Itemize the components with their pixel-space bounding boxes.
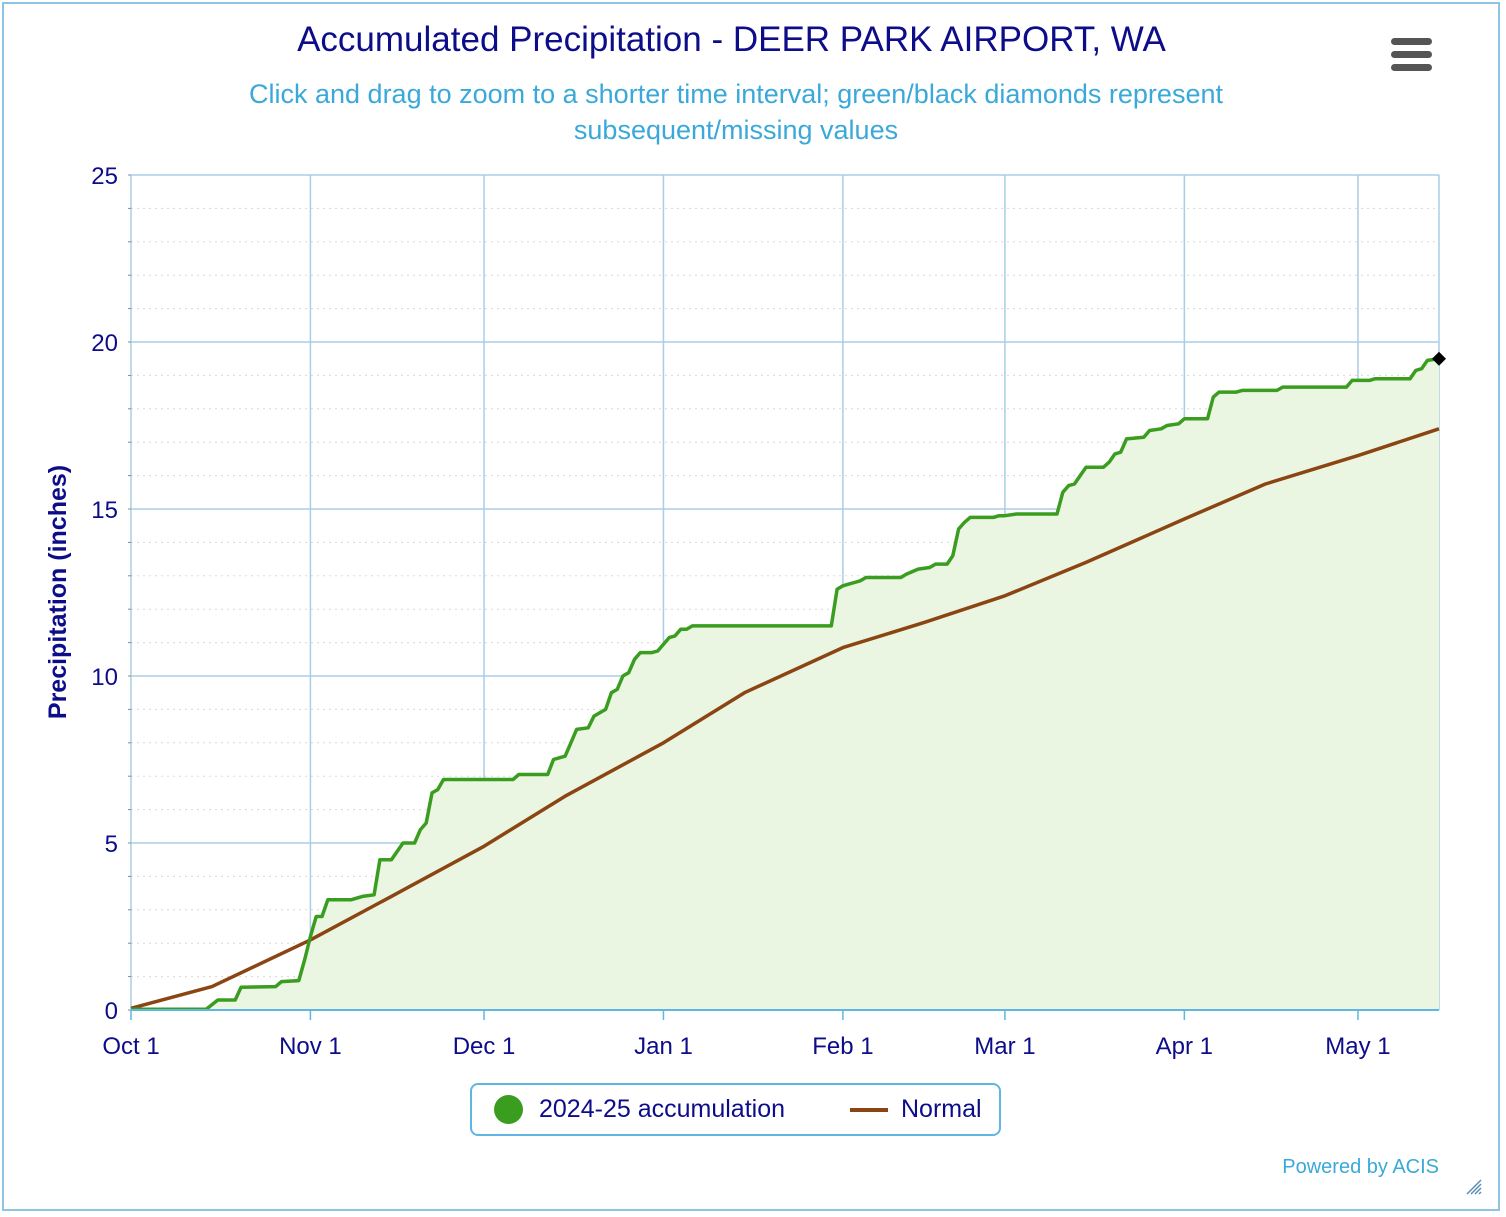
accumulation-area (131, 358, 1439, 1010)
x-tick-label: Jan 1 (634, 1033, 693, 1060)
x-tick-label: Nov 1 (279, 1033, 342, 1060)
credits-link[interactable]: Powered by ACIS (1282, 1156, 1439, 1178)
legend-brown-line-icon (850, 1107, 888, 1112)
y-tick-label: 0 (105, 998, 118, 1025)
legend-item-normal[interactable]: Normal (850, 1085, 982, 1134)
y-axis-title: Precipitation (inches) (44, 465, 72, 719)
x-tick-label: Oct 1 (102, 1033, 159, 1060)
legend-green-dot-icon (494, 1095, 523, 1124)
x-tick-label: Apr 1 (1156, 1033, 1213, 1060)
accumulation-line (131, 356, 1440, 1012)
series (130, 351, 1446, 1012)
x-tick-label: Mar 1 (974, 1033, 1035, 1060)
chart-subtitle: Click and drag to zoom to a shorter time… (249, 79, 1223, 145)
y-tick-label: 15 (91, 497, 118, 524)
x-tick-label: May 1 (1325, 1033, 1390, 1060)
y-tick-label: 25 (91, 163, 118, 190)
x-tick-label: Dec 1 (453, 1033, 516, 1060)
axes: 0 5 10 15 20 25 Oct 1 Nov 1 Dec 1 Jan 1 Feb 1 Mar 1… (91, 163, 1439, 1060)
y-tick-label: 5 (105, 831, 118, 858)
legend-label-accumulation: 2024-25 accumulation (539, 1095, 785, 1123)
x-tick-label: Feb 1 (812, 1033, 873, 1060)
resize-grip-icon[interactable] (1463, 1176, 1483, 1196)
hamburger-menu-icon[interactable] (1388, 34, 1434, 74)
chart-title: Accumulated Precipitation - DEER PARK AI… (297, 20, 1166, 59)
y-tick-label: 10 (91, 664, 118, 691)
y-tick-label: 20 (91, 330, 118, 357)
legend-label-normal: Normal (901, 1095, 982, 1123)
normal-line (130, 427, 1440, 1010)
legend-item-accumulation[interactable]: 2024-25 accumulation (494, 1085, 785, 1134)
end-diamond-marker (1432, 351, 1446, 366)
legend: 2024-25 accumulation Normal (470, 1083, 1001, 1136)
